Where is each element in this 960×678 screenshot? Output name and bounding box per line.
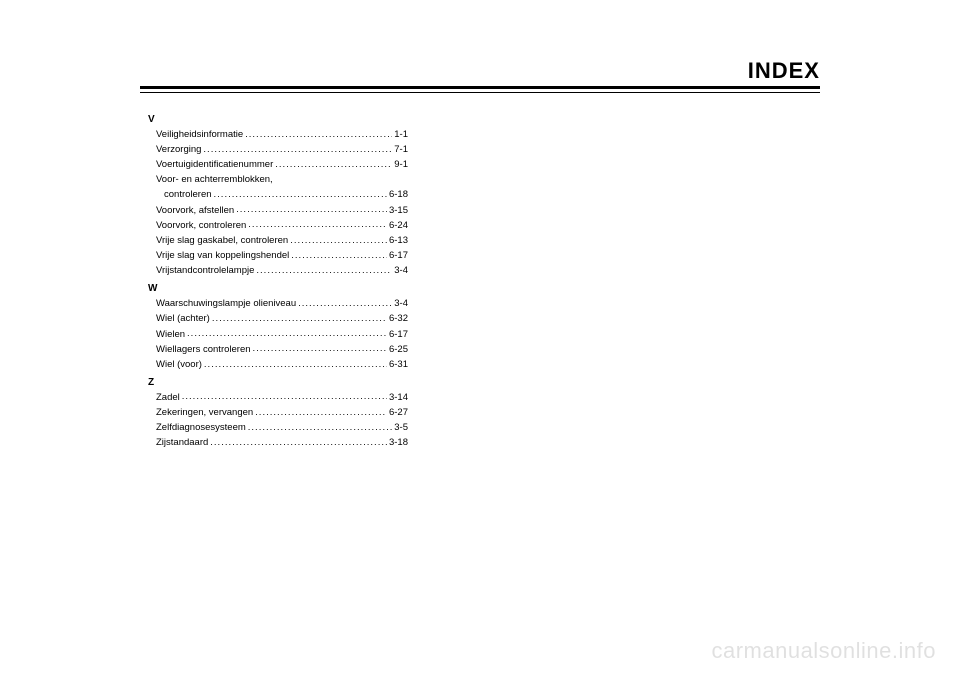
entry-label: Voorvork, afstellen bbox=[156, 204, 234, 219]
leader-dots bbox=[291, 249, 387, 259]
index-entry: Wielen 6-17 bbox=[148, 327, 408, 342]
leader-dots bbox=[256, 264, 392, 274]
entry-label: Zijstandaard bbox=[156, 436, 208, 451]
entry-page: 3-4 bbox=[394, 264, 408, 279]
leader-dots bbox=[210, 436, 387, 446]
section-letter: V bbox=[148, 112, 408, 128]
entry-label: Veiligheidsinformatie bbox=[156, 128, 243, 143]
index-entry: Vrije slag van koppelingshendel 6-17 bbox=[148, 249, 408, 264]
index-entry: Veiligheidsinformatie 1-1 bbox=[148, 128, 408, 143]
leader-dots bbox=[212, 312, 387, 322]
entry-page: 3-5 bbox=[394, 421, 408, 436]
index-entry: Zelfdiagnosesysteem 3-5 bbox=[148, 421, 408, 436]
index-entry: Zadel 3-14 bbox=[148, 390, 408, 405]
leader-dots bbox=[248, 218, 387, 228]
index-entry: Wiel (achter) 6-32 bbox=[148, 312, 408, 327]
leader-dots bbox=[245, 128, 392, 138]
entry-label: Vrije slag gaskabel, controleren bbox=[156, 234, 288, 249]
entry-page: 3-15 bbox=[389, 204, 408, 219]
section-letter: W bbox=[148, 281, 408, 297]
index-entry: Voertuigidentificatienummer 9-1 bbox=[148, 158, 408, 173]
entry-label: Wiel (achter) bbox=[156, 312, 210, 327]
index-entry: Verzorging 7-1 bbox=[148, 143, 408, 158]
index-entry: Voor- en achterremblokken, bbox=[148, 173, 408, 188]
section-letter: Z bbox=[148, 375, 408, 391]
entry-page: 6-24 bbox=[389, 219, 408, 234]
index-entry: Voorvork, controleren 6-24 bbox=[148, 218, 408, 233]
index-entry: Wiellagers controleren 6-25 bbox=[148, 342, 408, 357]
leader-dots bbox=[253, 342, 387, 352]
entry-label: Zelfdiagnosesysteem bbox=[156, 421, 246, 436]
entry-label: Wiellagers controleren bbox=[156, 343, 251, 358]
index-entry: Waarschuwingslampje olieniveau 3-4 bbox=[148, 297, 408, 312]
index-column: VVeiligheidsinformatie 1-1Verzorging 7-1… bbox=[148, 110, 408, 451]
entry-label: Vrijstandcontrolelampje bbox=[156, 264, 254, 279]
leader-dots bbox=[236, 203, 387, 213]
entry-label: Voor- en achterremblokken, bbox=[156, 173, 273, 188]
entry-label: Wielen bbox=[156, 328, 185, 343]
entry-page: 3-18 bbox=[389, 436, 408, 451]
entry-page: 6-31 bbox=[389, 358, 408, 373]
entry-page: 6-18 bbox=[389, 188, 408, 203]
entry-label: Waarschuwingslampje olieniveau bbox=[156, 297, 296, 312]
entry-label: Voertuigidentificatienummer bbox=[156, 158, 273, 173]
entry-label: Zadel bbox=[156, 391, 180, 406]
title-rule bbox=[140, 86, 820, 93]
page-title: INDEX bbox=[748, 58, 820, 84]
watermark-text: carmanualsonline.info bbox=[711, 638, 936, 664]
index-entry: Zekeringen, vervangen 6-27 bbox=[148, 406, 408, 421]
leader-dots bbox=[255, 406, 387, 416]
leader-dots bbox=[187, 327, 387, 337]
index-entry: Zijstandaard 3-18 bbox=[148, 436, 408, 451]
entry-page: 6-17 bbox=[389, 249, 408, 264]
leader-dots bbox=[204, 358, 387, 368]
entry-label: controleren bbox=[164, 188, 212, 203]
leader-dots bbox=[290, 234, 387, 244]
leader-dots bbox=[298, 297, 392, 307]
page: INDEX VVeiligheidsinformatie 1-1Verzorgi… bbox=[0, 0, 960, 678]
index-entry: Vrijstandcontrolelampje 3-4 bbox=[148, 264, 408, 279]
leader-dots bbox=[275, 158, 392, 168]
entry-page: 3-14 bbox=[389, 391, 408, 406]
entry-label: Verzorging bbox=[156, 143, 201, 158]
index-entry: Wiel (voor) 6-31 bbox=[148, 358, 408, 373]
index-entry: Voorvork, afstellen 3-15 bbox=[148, 203, 408, 218]
entry-page: 1-1 bbox=[394, 128, 408, 143]
entry-label: Voorvork, controleren bbox=[156, 219, 246, 234]
entry-label: Zekeringen, vervangen bbox=[156, 406, 253, 421]
entry-page: 6-13 bbox=[389, 234, 408, 249]
entry-page: 3-4 bbox=[394, 297, 408, 312]
entry-page: 9-1 bbox=[394, 158, 408, 173]
entry-page: 6-17 bbox=[389, 328, 408, 343]
entry-label: Vrije slag van koppelingshendel bbox=[156, 249, 289, 264]
leader-dots bbox=[214, 188, 387, 198]
leader-dots bbox=[248, 421, 392, 431]
entry-label: Wiel (voor) bbox=[156, 358, 202, 373]
index-entry: Vrije slag gaskabel, controleren 6-13 bbox=[148, 234, 408, 249]
entry-page: 7-1 bbox=[394, 143, 408, 158]
entry-page: 6-27 bbox=[389, 406, 408, 421]
entry-page: 6-25 bbox=[389, 343, 408, 358]
entry-page: 6-32 bbox=[389, 312, 408, 327]
leader-dots bbox=[182, 390, 387, 400]
index-entry: controleren 6-18 bbox=[148, 188, 408, 203]
leader-dots bbox=[203, 143, 392, 153]
